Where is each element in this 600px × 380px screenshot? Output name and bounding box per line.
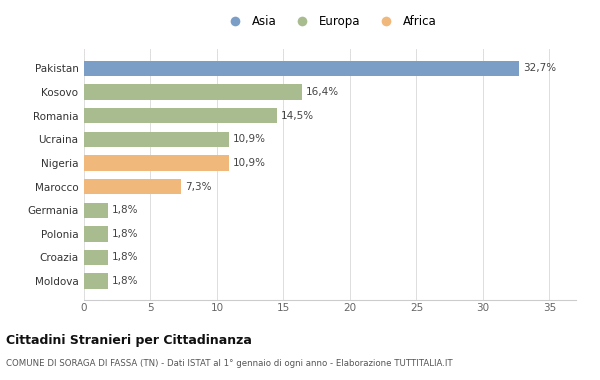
Bar bbox=[84, 84, 302, 100]
Bar bbox=[84, 155, 229, 171]
Text: 10,9%: 10,9% bbox=[233, 135, 266, 144]
Text: 1,8%: 1,8% bbox=[112, 205, 139, 215]
Bar bbox=[84, 179, 181, 194]
Bar bbox=[84, 226, 108, 242]
Legend: Asia, Europa, Africa: Asia, Europa, Africa bbox=[223, 15, 437, 28]
Text: 10,9%: 10,9% bbox=[233, 158, 266, 168]
Text: 32,7%: 32,7% bbox=[523, 63, 556, 73]
Bar bbox=[84, 274, 108, 289]
Text: 1,8%: 1,8% bbox=[112, 229, 139, 239]
Bar bbox=[84, 250, 108, 265]
Bar bbox=[84, 132, 229, 147]
Text: 14,5%: 14,5% bbox=[281, 111, 314, 121]
Bar bbox=[84, 108, 277, 124]
Bar bbox=[84, 203, 108, 218]
Text: COMUNE DI SORAGA DI FASSA (TN) - Dati ISTAT al 1° gennaio di ogni anno - Elabora: COMUNE DI SORAGA DI FASSA (TN) - Dati IS… bbox=[6, 359, 452, 368]
Text: 1,8%: 1,8% bbox=[112, 252, 139, 263]
Bar bbox=[84, 61, 519, 76]
Text: 7,3%: 7,3% bbox=[185, 182, 212, 192]
Text: 1,8%: 1,8% bbox=[112, 276, 139, 286]
Text: 16,4%: 16,4% bbox=[306, 87, 339, 97]
Text: Cittadini Stranieri per Cittadinanza: Cittadini Stranieri per Cittadinanza bbox=[6, 334, 252, 347]
